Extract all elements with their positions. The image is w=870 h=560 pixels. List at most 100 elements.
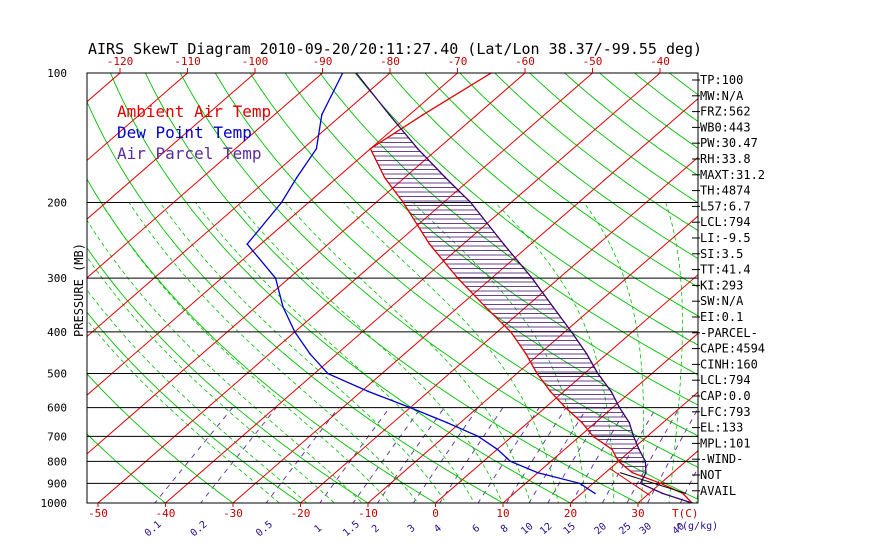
dry-adiabat (87, 433, 167, 503)
dry-adiabat (284, 73, 698, 406)
isotherm (299, 156, 698, 503)
profile-point (644, 460, 647, 463)
moist-adiabat (100, 202, 391, 503)
stat-item: EL:133 (700, 421, 743, 435)
profile-point (402, 201, 404, 204)
dry-adiabat (87, 247, 369, 503)
profile-point (597, 372, 599, 375)
mixing-ratio-line (412, 407, 479, 503)
pressure-tick-label: 400 (47, 326, 67, 339)
isotherm (232, 97, 698, 503)
profile-point (549, 390, 552, 393)
pressure-ticks: 100 200 300 400 500 600 700 800 900 1000 (41, 67, 68, 510)
moist-adiabat (87, 256, 335, 503)
bottom-tick-label: -30 (223, 507, 243, 520)
stat-item: TT:41.4 (700, 263, 751, 277)
pressure-tick-label: 900 (47, 477, 67, 490)
profile-point (617, 460, 620, 463)
mixing-ratio-line (352, 407, 422, 503)
bottom-tick-label: 20 (564, 507, 577, 520)
moist-adiabat (494, 202, 615, 503)
profile-point (446, 421, 448, 424)
stat-item: TP:100 (700, 73, 743, 87)
stat-item: AVAIL (700, 484, 736, 498)
stat-item: LCL:794 (700, 373, 751, 387)
stat-item: KI:293 (700, 278, 743, 292)
top-tick-label: -100 (242, 55, 269, 68)
chart-title: AIRS SkewT Diagram 2010-09-20/20:11:27.4… (88, 40, 702, 58)
top-temperature-ticks: -120 -110 -100 -90 -80 -70 -60 -50 -40 (107, 55, 670, 73)
profile-point (321, 113, 323, 116)
profile-point (496, 448, 499, 451)
dry-adiabat (849, 53, 870, 512)
profile-point (610, 390, 612, 393)
stat-item: -WIND- (700, 452, 743, 466)
isotherm (569, 391, 698, 503)
profile-point (661, 492, 664, 495)
profile-point (645, 471, 647, 474)
mixing-ratio-tick-label: 0.1 (143, 519, 164, 539)
profile-point (570, 331, 573, 333)
moist-adiabat (87, 319, 281, 503)
stat-item: EI:0.1 (700, 310, 743, 324)
moist-adiabat (342, 202, 559, 503)
top-tick-label: -90 (313, 55, 333, 68)
profile-point (632, 435, 635, 438)
profile-point (422, 113, 424, 116)
isotherm (164, 73, 661, 503)
stat-item: RH:33.8 (700, 152, 751, 166)
dry-adiabat (815, 53, 870, 512)
mixing-ratio-line (505, 407, 567, 503)
dry-adiabat (87, 100, 504, 503)
top-tick-label: -60 (515, 55, 535, 68)
top-tick-label: -70 (448, 55, 468, 68)
top-tick-label: -110 (174, 55, 201, 68)
mixing-ratio-tick-label: 1 (312, 523, 324, 535)
profile-point (409, 406, 412, 409)
mixing-ratio-line (265, 407, 339, 503)
mixing-ratio-line (601, 407, 657, 503)
dry-adiabat (389, 73, 698, 317)
bottom-tick-label: -20 (291, 507, 311, 520)
profile-point (444, 176, 447, 179)
pressure-tick-label: 700 (47, 430, 67, 443)
isotherm (502, 332, 698, 503)
dry-adiabat (249, 73, 698, 437)
stat-item: PW:30.47 (700, 136, 758, 150)
legend: Ambient Air Temp Dew Point Temp Air Parcel… (117, 102, 271, 163)
moist-adiabat (284, 202, 531, 503)
isotherm (87, 73, 526, 455)
wind-mark (619, 472, 687, 494)
profile-point (581, 421, 583, 424)
profile-point (525, 353, 527, 355)
mixing-ratio-line (377, 407, 445, 503)
profile-point (509, 460, 512, 463)
mixing-ratio-line (319, 407, 390, 503)
top-tick-label: -80 (380, 55, 400, 68)
mixing-ratio-tick-label: 8 (499, 523, 511, 535)
profile-point (578, 482, 581, 485)
moist-adiabat (195, 202, 475, 503)
isotherm (87, 73, 256, 220)
stat-item: NOT (700, 468, 722, 482)
dry-adiabat (179, 73, 698, 500)
mixing-ratio-line (200, 407, 277, 503)
mixing-ratio-line (528, 407, 588, 503)
dew-point-line (246, 73, 596, 494)
moist-adiabats (87, 202, 698, 503)
dry-adiabat (459, 73, 698, 260)
mixing-ratio-unit-label: r(g/kg) (676, 521, 718, 532)
top-tick-label: -120 (107, 55, 134, 68)
mixing-ratio-tick-label: 0.5 (254, 519, 275, 539)
isotherm (367, 215, 698, 503)
temperature-unit-label: T(C) (672, 507, 699, 520)
mixing-ratio-line (439, 407, 504, 503)
dry-adiabat (87, 373, 234, 503)
bottom-temperature-ticks: -50 -40 -30 -20 -10 0 10 20 30 T(C) (88, 503, 699, 520)
profile-point (477, 435, 480, 438)
profile-point (383, 176, 386, 179)
mixing-ratio-tick-label: 15 (562, 521, 578, 537)
dry-adiabat (319, 73, 698, 376)
dry-adiabat (668, 73, 698, 96)
